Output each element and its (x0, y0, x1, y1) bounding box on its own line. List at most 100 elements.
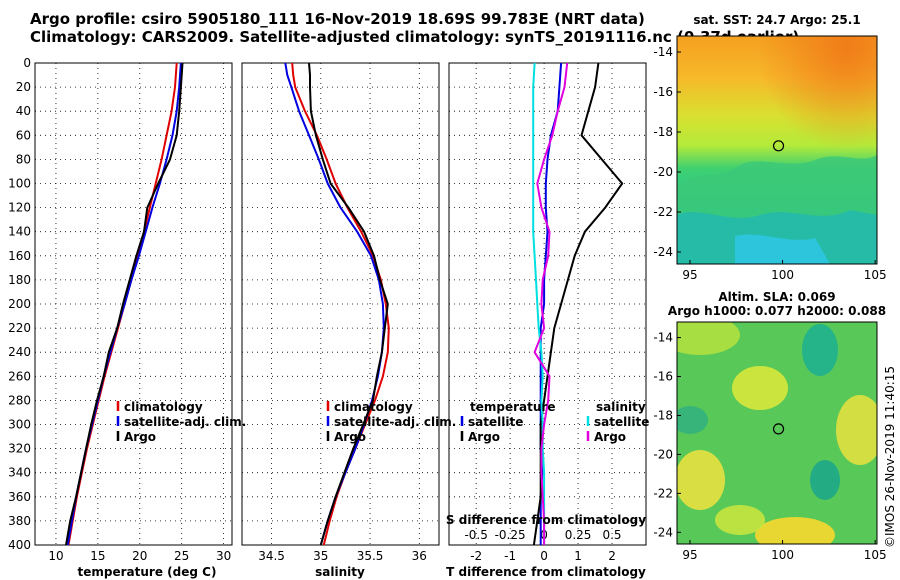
sla-high-blob (677, 322, 740, 355)
lat-tick-label: -16 (653, 370, 673, 384)
x-tick-label: 20 (132, 549, 147, 563)
depth-tick-label: 60 (16, 128, 31, 142)
depth-tick-label: 280 (8, 393, 31, 407)
x-tick-label: -1 (504, 549, 516, 563)
depth-tick-label: 260 (8, 369, 31, 383)
sla-high-blob (755, 517, 835, 544)
x-tick-label: 0 (540, 549, 548, 563)
lon-tick-label: 95 (682, 268, 697, 282)
lon-tick-label: 95 (682, 548, 697, 562)
difference-panel: -2 -1 0 1 2-0.5 -0.25 0 0.25 0.5 (448, 62, 647, 563)
difference-plot-frame (448, 62, 647, 546)
x2-tick-label: -0.5 (464, 528, 487, 542)
lat-tick-label: -20 (653, 165, 673, 179)
x-tick-label: 15 (90, 549, 105, 563)
sla-map-axes: -14 -16 -18 -20 -22 -24 95 100 105 (653, 331, 886, 562)
depth-tick-label: 180 (8, 273, 31, 287)
depth-tick-label: 380 (8, 514, 31, 528)
sla-map-title1: Altim. SLA: 0.069 (718, 290, 835, 304)
salinity-legend: climatology satellite-adj. clim. Argo (326, 400, 456, 444)
temperature-xlabel: temperature (deg C) (78, 565, 217, 579)
depth-tick-label: 0 (23, 56, 31, 70)
lon-tick-label: 100 (771, 548, 794, 562)
lat-tick-label: -16 (653, 85, 673, 99)
depth-tick-label: 320 (8, 442, 31, 456)
legend-temperature-title: temperature (470, 400, 555, 414)
depth-tick-label: 140 (8, 225, 31, 239)
series-line-satellite-adj-clim- (284, 62, 385, 546)
sla-high-blob (732, 366, 788, 410)
depth-tick-label: 40 (16, 104, 31, 118)
lon-tick-label: 105 (864, 268, 887, 282)
legend-climatology: climatology (334, 400, 413, 414)
legend-t-satellite: satellite (468, 415, 523, 429)
depth-tick-label: 200 (8, 297, 31, 311)
lon-tick-label: 100 (771, 268, 794, 282)
sla-low-blob (810, 460, 840, 500)
depth-tick-label: 360 (8, 490, 31, 504)
x-tick-label: 1 (574, 549, 582, 563)
temperature-panel: 0 20 40 60 80 100 120 140 160 180 200 220 240 260 280 3… (8, 56, 233, 563)
sst-coldest-region (735, 234, 830, 264)
x-tick-label: 35 (313, 549, 328, 563)
difference-legend: temperature satellite Argo salinity sate… (460, 400, 649, 444)
difference-xlabel: T difference from climatology (446, 565, 646, 579)
sla-high-blob (836, 395, 877, 465)
sla-high-blob (715, 505, 765, 535)
sst-cold-region (677, 210, 877, 264)
lat-tick-label: -22 (653, 205, 673, 219)
series-line-argo (65, 62, 184, 546)
salinity-panel: 34.5 35 35.5 36 (241, 62, 440, 563)
x2-tick-label: 0.5 (602, 528, 621, 542)
x2-tick-label: 0.25 (565, 528, 592, 542)
lat-tick-label: -24 (653, 245, 673, 259)
x-tick-label: 10 (48, 549, 63, 563)
x-tick-label: 36 (412, 549, 427, 563)
x-tick-label: 34.5 (258, 549, 285, 563)
sla-map (677, 322, 877, 544)
lat-tick-label: -24 (653, 525, 673, 539)
sla-low-blob (802, 324, 838, 376)
depth-tick-label: 220 (8, 321, 31, 335)
legend-satellite: satellite-adj. clim. (124, 415, 246, 429)
legend-s-argo: Argo (594, 430, 626, 444)
argo-location-marker (772, 140, 785, 152)
temperature-legend: climatology satellite-adj. clim. Argo (116, 400, 246, 444)
legend-argo: Argo (124, 430, 156, 444)
temperature-plot-frame (34, 62, 233, 546)
lat-tick-label: -14 (653, 331, 673, 345)
x-tick-label: 35.5 (357, 549, 384, 563)
lat-tick-label: -14 (653, 45, 673, 59)
salinity-xlabel: salinity (315, 565, 365, 579)
legend-salinity-title: salinity (596, 400, 646, 414)
legend-t-argo: Argo (468, 430, 500, 444)
lon-tick-label: 105 (864, 548, 887, 562)
x-tick-label: 25 (174, 549, 189, 563)
legend-satellite: satellite-adj. clim. (334, 415, 456, 429)
imos-credit: ©IMOS 26-Nov-2019 11:40:15 (883, 366, 897, 548)
depth-tick-label: 20 (16, 80, 31, 94)
legend-s-satellite: satellite (594, 415, 649, 429)
legend-argo: Argo (334, 430, 366, 444)
difference-x2label: S difference from climatology (446, 513, 646, 527)
sla-low-blob (677, 406, 708, 434)
lat-tick-label: -20 (653, 447, 673, 461)
x2-tick-label: -0.25 (495, 528, 526, 542)
depth-tick-label: 400 (8, 538, 31, 552)
sst-map-axes: -14 -16 -18 -20 -22 -24 95 100 105 (653, 45, 886, 282)
sla-map-title2: Argo h1000: 0.077 h2000: 0.088 (668, 304, 886, 318)
x-tick-label: 2 (608, 549, 616, 563)
sst-map-title: sat. SST: 24.7 Argo: 25.1 (693, 13, 860, 27)
lat-tick-label: -22 (653, 486, 673, 500)
figure-title-line2: Climatology: CARS2009. Satellite-adjuste… (30, 28, 799, 46)
depth-tick-label: 120 (8, 201, 31, 215)
series-line-s-satellite (532, 62, 546, 545)
lat-tick-label: -18 (653, 125, 673, 139)
sst-map-frame (676, 35, 878, 265)
depth-tick-label: 100 (8, 177, 31, 191)
depth-tick-label: 80 (16, 152, 31, 166)
depth-tick-label: 340 (8, 466, 31, 480)
sla-high-blob (677, 450, 725, 510)
sla-map-frame (676, 321, 878, 545)
